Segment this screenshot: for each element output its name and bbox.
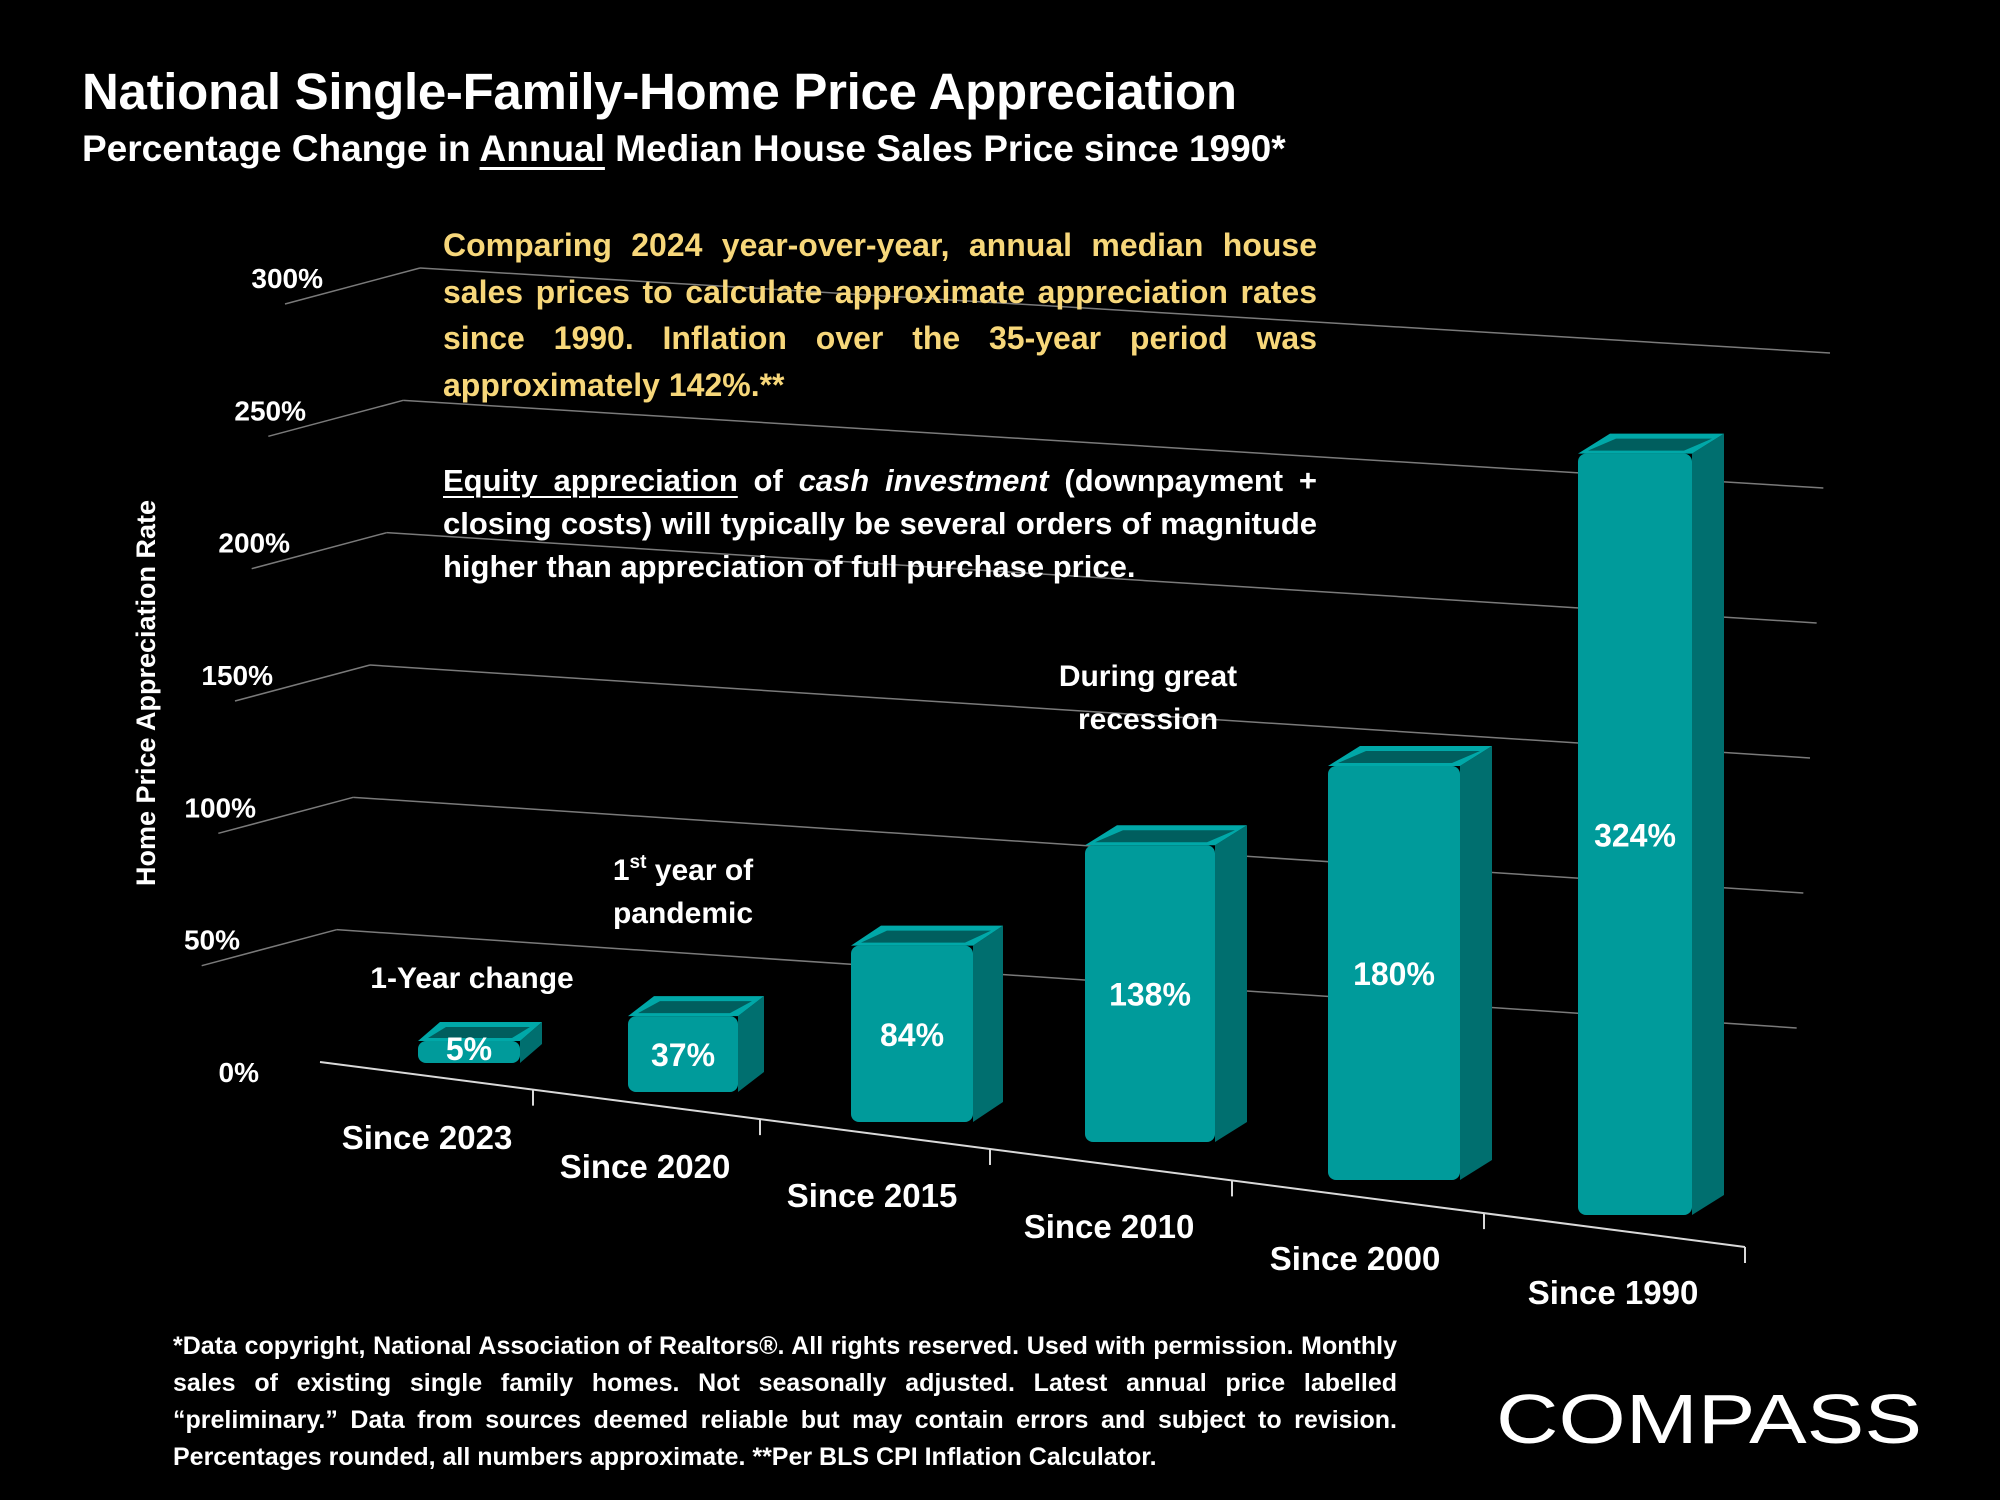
bar-since-2000: 180% — [1328, 746, 1492, 1180]
logo-text: COMPASS — [1496, 1380, 1922, 1458]
bar-front — [1578, 453, 1692, 1216]
compass-logo: COMPASS — [1496, 1380, 1922, 1458]
bar-side — [738, 996, 764, 1092]
y-tick-labels: 0% 50% 100% 150% 200% 250% 300% — [184, 263, 323, 1088]
x-tick-label: Since 2015 — [787, 1177, 958, 1214]
equity-italic: cash investment — [798, 463, 1049, 498]
bar-value-label: 138% — [1109, 977, 1191, 1013]
x-tick-label: Since 2000 — [1270, 1240, 1441, 1277]
bar-since-2015: 84% — [851, 925, 1003, 1122]
chart-subtitle: Percentage Change in Annual Median House… — [82, 128, 1286, 170]
y-tick-label: 200% — [218, 528, 290, 559]
subtitle-post: Median House Sales Price since 1990* — [604, 128, 1286, 169]
annotation-great-recession-line1: During great — [1059, 660, 1237, 693]
annotation-1-year-change: 1-Year change — [370, 962, 573, 995]
bar-front — [418, 1041, 520, 1063]
bars: 5% 37% 84% 138% 180% 324% — [418, 433, 1724, 1216]
bar-value-label: 37% — [651, 1037, 715, 1073]
bar-front — [1328, 766, 1460, 1180]
y-tick-label: 100% — [184, 792, 256, 823]
y-tick-label: 150% — [201, 660, 273, 691]
gridline-floor-2 — [218, 796, 354, 835]
bar-value-label: 324% — [1594, 817, 1676, 853]
x-tick-label: Since 1990 — [1528, 1274, 1699, 1311]
chart-title: National Single-Family-Home Price Apprec… — [82, 63, 1237, 120]
gridline-2 — [353, 796, 1804, 894]
gridline-3 — [369, 664, 1811, 759]
gridline-6 — [419, 267, 1831, 354]
annotation-pandemic-superscript: st — [630, 852, 648, 873]
y-tick-label: 250% — [234, 395, 306, 426]
x-tick-label: Since 2020 — [560, 1148, 731, 1185]
bar-top-inner — [1588, 438, 1712, 451]
bar-since-2023: 5% — [418, 1022, 542, 1067]
equity-rest: (downpayment + closing costs) will typic… — [443, 463, 1317, 584]
gridline-floor-6 — [284, 267, 421, 305]
bar-side — [973, 925, 1003, 1122]
gridline-1 — [336, 928, 1797, 1029]
intro-note: Comparing 2024 year-over-year, annual me… — [443, 227, 1317, 403]
bar-since-2020: 37% — [628, 996, 764, 1092]
x-axis-line — [319, 1061, 1746, 1248]
subtitle-pre: Percentage Change in — [82, 128, 480, 169]
bar-top-inner — [428, 1027, 530, 1038]
y-tick-label: 0% — [219, 1057, 260, 1088]
annotation-pandemic-line1: 1st year of — [613, 852, 754, 887]
equity-underlined: Equity appreciation — [443, 463, 738, 498]
y-axis-label: Home Price Appreciation Rate — [131, 500, 161, 886]
y-tick-label: 300% — [251, 263, 323, 294]
annotation-pandemic-line2: pandemic — [613, 897, 753, 930]
bar-side — [1460, 746, 1492, 1180]
footnote: *Data copyright, National Association of… — [173, 1332, 1397, 1471]
axes — [319, 1061, 1746, 1248]
bar-top-inner — [861, 930, 991, 943]
x-tick-label: Since 2023 — [342, 1119, 513, 1156]
bar-top-inner — [1095, 830, 1235, 843]
bar-side — [1215, 825, 1247, 1142]
gridline-floor-4 — [251, 531, 387, 570]
annotation-pandemic-rest: year of — [646, 854, 754, 887]
gridline-floor-5 — [268, 399, 404, 438]
annotation-great-recession-line2: recession — [1078, 703, 1218, 736]
y-tick-label: 50% — [184, 925, 240, 956]
equity-of: of — [737, 463, 799, 498]
gridline-floor-1 — [201, 928, 337, 967]
bar-side — [520, 1022, 542, 1063]
annotation-pandemic-ordinal: 1 — [613, 854, 630, 887]
bar-front — [1085, 845, 1215, 1142]
bar-side — [1692, 433, 1724, 1216]
annotations: 1-Year change 1st year of pandemic Durin… — [370, 660, 1237, 995]
bar-since-1990: 324% — [1578, 433, 1724, 1216]
equity-note: Equity appreciation of cash investment (… — [443, 459, 1317, 588]
x-tick-label: Since 2010 — [1024, 1208, 1195, 1245]
bar-value-label: 180% — [1353, 956, 1435, 992]
gridline-floor-3 — [234, 664, 371, 702]
bar-top-inner — [1338, 751, 1480, 763]
bar-since-2010: 138% — [1085, 825, 1247, 1142]
subtitle-underlined-word: Annual — [479, 128, 605, 169]
bar-value-label: 5% — [446, 1031, 492, 1067]
bar-front — [851, 945, 973, 1122]
bar-front — [628, 1016, 738, 1092]
bar-value-label: 84% — [880, 1017, 944, 1053]
bar-top-inner — [638, 1001, 752, 1014]
x-tick-labels: Since 2023 Since 2020 Since 2015 Since 2010… — [342, 1089, 1746, 1311]
